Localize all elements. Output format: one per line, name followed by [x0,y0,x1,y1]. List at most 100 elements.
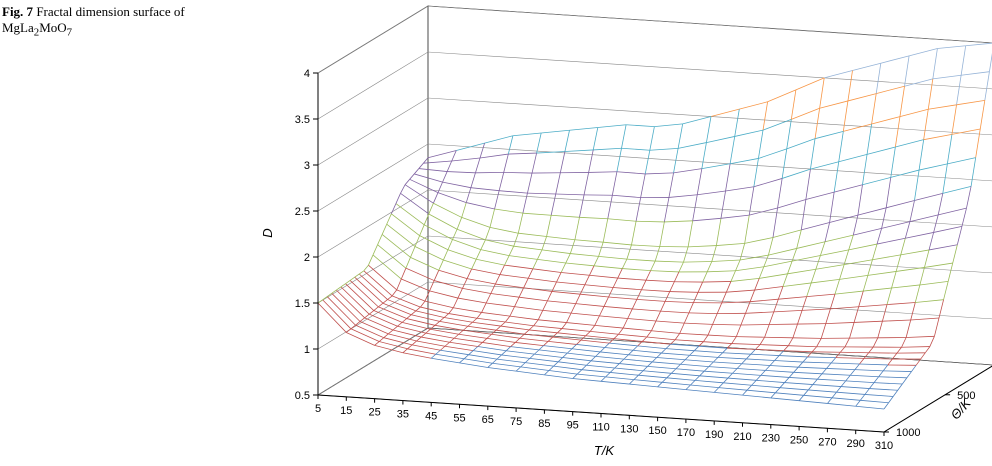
surface-mesh-line [717,352,723,358]
surface-mesh-line [760,370,766,376]
surface-mesh-line [763,254,769,267]
surface-mesh-line [425,332,455,339]
surface-mesh-line [800,199,807,230]
surface-mesh-line [416,336,422,342]
surface-mesh-line [433,270,440,281]
surface-mesh-line [886,302,916,306]
surface-mesh-line [350,328,380,342]
surface-mesh-line [614,363,620,369]
surface-mesh-line [519,296,548,302]
surface-mesh-line [631,221,637,245]
surface-mesh-line [641,336,648,342]
surface-mesh-line [374,344,404,354]
surface-mesh-line [742,394,771,399]
surface-mesh-line [411,344,441,351]
surface-mesh-line [829,192,835,223]
surface-mesh-line [603,241,632,246]
surface-mesh-line [522,212,552,216]
surface-mesh-line [754,286,783,291]
surface-mesh-line [536,132,542,154]
surface-mesh-line [492,358,498,364]
surface-mesh-line [574,217,580,240]
surface-mesh-line [665,348,695,352]
surface-mesh-line [900,238,906,255]
surface-mesh-line [605,376,634,381]
surface-mesh-line [499,274,529,279]
surface-mesh-line [496,329,525,335]
surface-mesh-line [853,227,882,236]
surface-mesh-line [833,161,840,193]
surface-mesh-line [779,382,785,388]
surface-mesh-line [878,370,884,377]
surface-mesh-line [547,291,553,302]
surface-mesh-line [768,311,775,325]
surface-mesh-line [621,124,627,149]
surface-mesh-line [397,322,403,327]
surface-mesh-line [673,148,679,173]
surface-mesh-line [819,100,849,109]
x-tick-label: 210 [733,431,751,443]
surface-mesh-line [377,244,407,269]
surface-mesh-line [734,129,764,137]
surface-mesh-line [548,370,578,375]
caption-formula-mid: MoO [39,20,67,35]
surface-mesh-line [477,346,507,352]
surface-mesh-line [567,348,573,354]
surface-mesh-line [887,358,893,366]
surface-mesh-line [881,221,910,229]
surface-mesh-line [586,364,615,369]
surface-mesh-line [650,270,679,273]
z-tick-label: 1.5 [295,298,310,310]
surface-mesh-line [646,330,652,338]
surface-mesh-line [636,298,666,302]
surface-mesh-line [404,184,434,204]
x-tick-label: 75 [510,416,522,428]
surface-mesh-line [603,306,633,310]
surface-mesh-line [817,373,823,380]
surface-mesh-line [803,394,833,399]
surface-mesh-line [662,381,691,386]
surface-mesh-line [520,366,550,371]
surface-mesh-line [395,193,401,204]
surface-mesh-line [423,213,430,225]
surface-mesh-line [480,239,486,250]
surface-mesh-line [480,249,510,257]
surface-mesh-line [742,389,748,396]
surface-mesh-line [934,317,940,337]
surface-mesh-line [613,338,643,342]
surface-mesh-line [476,317,506,323]
surface-mesh-line [440,345,446,351]
surface-mesh-line [447,249,477,260]
surface-mesh-line [458,333,488,339]
surface-mesh-line [470,187,500,192]
surface-mesh [317,42,992,410]
surface-mesh-line [906,335,935,338]
surface-mesh-line [697,190,726,196]
surface-mesh-line [592,127,599,151]
surface-mesh-line [626,244,632,260]
surface-mesh-line [633,349,662,354]
surface-mesh-line [607,218,637,222]
surface-mesh-line [609,338,615,344]
surface-mesh-line [454,337,483,343]
x-axis-title: T/K [594,443,616,458]
surface-mesh-line [346,328,352,333]
surface-mesh-line [914,170,920,201]
surface-mesh-line [505,321,534,327]
x-tick-label: 35 [397,409,409,421]
surface-mesh-line [683,312,690,324]
surface-mesh-line [768,237,774,256]
surface-mesh-line [685,359,714,363]
surface-mesh-line [622,268,651,272]
surface-mesh-line [863,287,892,292]
surface-mesh-line [317,299,323,304]
surface-mesh-line [541,129,570,134]
surface-mesh-line [437,192,467,203]
surface-mesh-line [537,310,544,320]
surface-mesh-line [661,377,668,383]
surface-mesh-line [346,332,375,346]
surface-mesh-line [937,45,966,49]
surface-mesh-line [786,119,792,149]
surface-mesh-line [442,249,449,261]
surface-mesh-line [814,130,844,140]
